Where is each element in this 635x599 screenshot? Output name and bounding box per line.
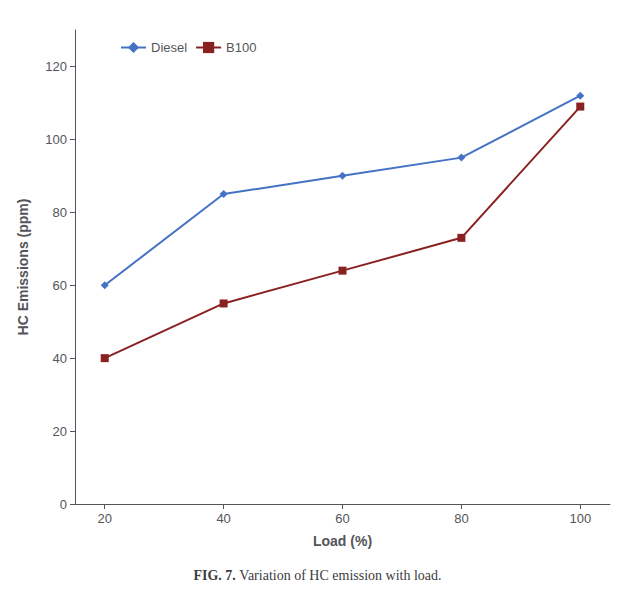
svg-text:20: 20 bbox=[53, 424, 67, 439]
svg-text:80: 80 bbox=[53, 205, 67, 220]
svg-text:60: 60 bbox=[53, 278, 67, 293]
svg-text:FIG. 7.: FIG. 7. bbox=[193, 568, 235, 583]
svg-text:80: 80 bbox=[454, 511, 468, 526]
svg-text:HC Emissions (ppm): HC Emissions (ppm) bbox=[15, 199, 31, 336]
svg-text:B100: B100 bbox=[226, 40, 256, 55]
svg-text:Diesel: Diesel bbox=[151, 40, 187, 55]
svg-text:40: 40 bbox=[53, 351, 67, 366]
svg-text:100: 100 bbox=[45, 132, 67, 147]
svg-text:40: 40 bbox=[216, 511, 230, 526]
svg-text:Variation of HC emission with: Variation of HC emission with load. bbox=[239, 568, 441, 583]
svg-text:120: 120 bbox=[45, 59, 67, 74]
svg-text:20: 20 bbox=[97, 511, 111, 526]
svg-text:Load (%): Load (%) bbox=[313, 533, 372, 549]
svg-text:100: 100 bbox=[569, 511, 591, 526]
svg-text:0: 0 bbox=[60, 497, 67, 512]
svg-text:60: 60 bbox=[335, 511, 349, 526]
